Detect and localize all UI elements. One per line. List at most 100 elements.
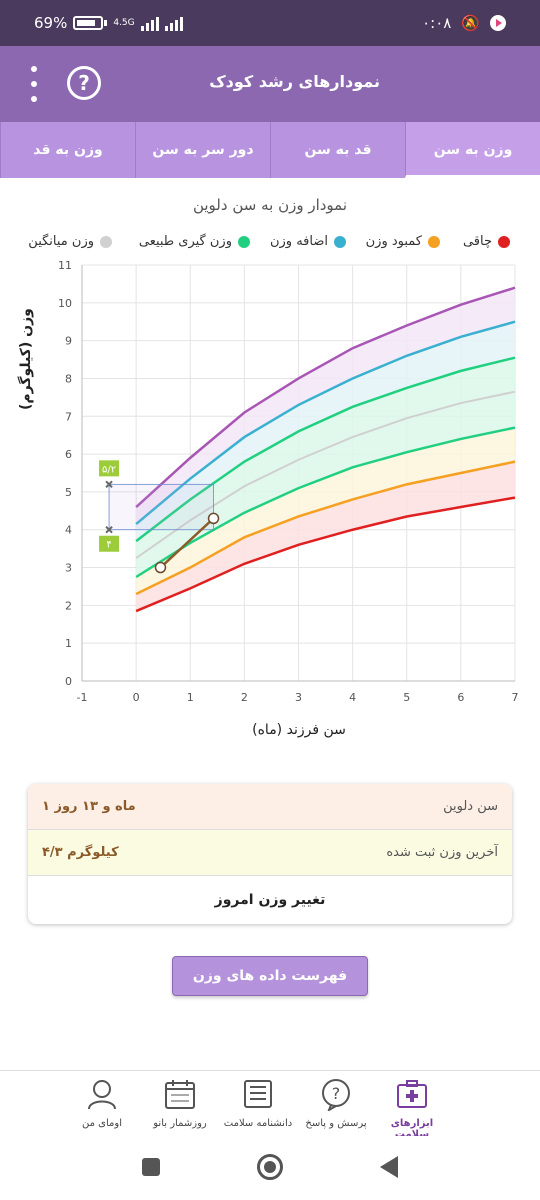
band-area <box>136 287 515 525</box>
legend-item-average: وزن میانگین <box>28 234 112 249</box>
status-bar: 69% 4.5G ۰:۰۸ 🔕 <box>0 0 540 46</box>
series-line <box>135 496 516 613</box>
nav-label: اومای من <box>82 1118 122 1129</box>
range-box <box>108 483 214 531</box>
nav-profile[interactable]: اومای من <box>62 1077 142 1129</box>
x-tick-label: -1 <box>77 691 88 704</box>
chart-tabs: وزن به قد دور سر به سن قد به سن وزن به س… <box>0 122 540 178</box>
weight-data-list-button[interactable]: فهرست داده های وزن دلوین <box>172 956 368 1022</box>
x-axis-label: سن فرزند (ماه) <box>252 722 346 738</box>
range-marker-label: ۵/۲ <box>102 464 116 475</box>
growth-chart: -1 0 1 2 3 4 5 6 7 0 1 2 3 4 5 6 7 8 9 10 11 ۵/۲ ۴ <box>58 259 519 704</box>
tab-head-for-age[interactable]: دور سر به سن <box>135 122 270 178</box>
back-button[interactable] <box>380 1156 398 1178</box>
y-tick-label: 0 <box>65 675 72 688</box>
y-tick-label: 6 <box>65 448 72 461</box>
series-line <box>135 286 516 508</box>
x-tick-label: 2 <box>241 691 248 704</box>
legend-swatch <box>498 235 510 248</box>
nav-label: دانشنامه سلامت <box>223 1118 293 1129</box>
calendar-icon <box>165 1080 195 1109</box>
range-marker <box>105 526 113 534</box>
range-marker-label: ۴ <box>106 540 111 551</box>
nav-label: روزشمار بانو <box>153 1118 207 1129</box>
y-tick-label: 10 <box>58 297 72 310</box>
series-line <box>135 460 516 596</box>
home-button[interactable] <box>257 1154 283 1180</box>
y-tick-label: 8 <box>65 372 72 385</box>
x-tick-label: 1 <box>187 691 194 704</box>
y-tick-label: 2 <box>65 599 72 612</box>
battery-tip <box>104 20 108 26</box>
band-area <box>136 427 515 595</box>
nav-calendar[interactable]: روزشمار بانو <box>140 1077 220 1129</box>
mute-icon: 🔕 <box>461 14 480 32</box>
y-tick-label: 5 <box>65 486 72 499</box>
band-area <box>136 357 515 559</box>
band-area <box>136 391 515 577</box>
series-line <box>135 356 516 543</box>
x-tick-label: 0 <box>133 691 140 704</box>
child-weight-point <box>154 561 167 574</box>
legend-swatch <box>100 235 112 248</box>
clock: ۰:۰۸ <box>422 14 452 32</box>
battery-percent: 69% <box>34 14 68 32</box>
weight-label: آخرین وزن ثبت شده <box>386 845 498 860</box>
weight-value: ۴/۳ کیلوگرم <box>42 845 119 860</box>
x-tick-label: 6 <box>457 691 464 704</box>
series-line <box>135 320 516 526</box>
y-tick-label: 1 <box>65 637 72 650</box>
signal-icon <box>140 15 159 31</box>
x-tick-label: 3 <box>295 691 302 704</box>
nav-health-tools[interactable]: ابزارهای سلامت <box>372 1077 452 1140</box>
legend-swatch <box>238 235 250 248</box>
x-tick-label: 4 <box>349 691 356 704</box>
chart-title: نمودار وزن به سن دلوین <box>192 196 348 214</box>
newspaper-icon <box>244 1080 272 1108</box>
signal-icon-2 <box>164 15 183 31</box>
tab-height-for-age[interactable]: قد به سن <box>270 122 405 178</box>
child-weight-point <box>207 512 220 525</box>
band-area <box>136 321 515 542</box>
weight-row: ۴/۳ کیلوگرم آخرین وزن ثبت شده <box>28 830 512 876</box>
y-tick-label: 7 <box>65 410 72 423</box>
child-weight-line <box>159 517 215 569</box>
medical-kit-icon <box>397 1080 427 1108</box>
legend-item-underweight: کمبود وزن <box>366 234 440 249</box>
more-vertical-icon[interactable] <box>24 66 44 102</box>
nav-qa[interactable]: ? پرسش و پاسخ <box>296 1077 376 1129</box>
range-marker-badge <box>99 535 120 552</box>
question-bubble-icon: ? <box>322 1079 350 1113</box>
app-bar: ? نمودارهای رشد کودک <box>0 46 540 122</box>
legend-swatch <box>428 235 440 248</box>
chart-legend: چاقی کمبود وزن اضافه وزن وزن گیری طبیعی … <box>0 234 540 256</box>
y-axis-label: وزن (کیلوگرم) <box>18 308 34 410</box>
info-card: ۱ ماه و ۱۳ روز سن دلوین ۴/۳ کیلوگرم آخری… <box>28 784 512 924</box>
x-tick-label: 7 <box>512 691 519 704</box>
tab-weight-for-height[interactable]: وزن به قد <box>0 122 135 178</box>
nav-label: ابزارهای سلامت <box>390 1118 434 1140</box>
question-circle-icon[interactable]: ? <box>67 66 101 100</box>
y-tick-label: 11 <box>58 259 72 272</box>
legend-swatch <box>334 235 346 248</box>
series-line <box>135 426 516 579</box>
change-weight-button[interactable]: تغییر وزن امروز <box>214 892 326 908</box>
series-line <box>135 390 516 559</box>
y-tick-label: 3 <box>65 562 72 575</box>
y-tick-label: 9 <box>65 335 72 348</box>
recent-apps-button[interactable] <box>142 1158 160 1176</box>
svg-text:?: ? <box>332 1084 341 1103</box>
age-label: سن دلوین <box>443 799 498 814</box>
range-marker-badge <box>99 460 120 477</box>
x-tick-label: 5 <box>403 691 410 704</box>
legend-item-normal: وزن گیری طبیعی <box>139 234 250 249</box>
battery-icon <box>73 16 104 30</box>
tab-weight-for-age[interactable]: وزن به سن <box>405 122 540 178</box>
nav-encyclopedia[interactable]: دانشنامه سلامت <box>218 1077 298 1129</box>
nav-label: پرسش و پاسخ <box>305 1118 367 1129</box>
page-title: نمودارهای رشد کودک <box>209 72 380 91</box>
age-row: ۱ ماه و ۱۳ روز سن دلوین <box>28 784 512 830</box>
status-left: 69% 4.5G <box>34 14 183 32</box>
age-value: ۱ ماه و ۱۳ روز <box>42 799 136 814</box>
network-type: 4.5G <box>113 17 135 28</box>
